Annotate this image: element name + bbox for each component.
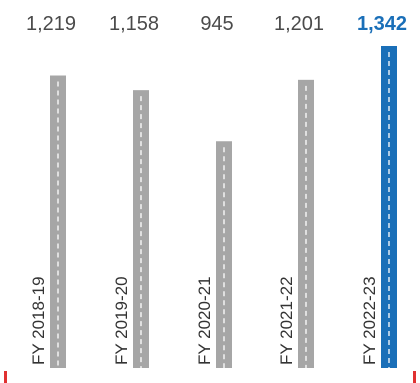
bar bbox=[133, 90, 149, 368]
bars bbox=[50, 46, 397, 368]
value-label: 1,342 bbox=[357, 13, 407, 35]
bar bbox=[216, 141, 232, 368]
value-label: 945 bbox=[200, 13, 233, 35]
edge-marker-left bbox=[4, 371, 7, 383]
value-labels: 1,219 1,158 945 1,201 1,342 bbox=[26, 13, 407, 35]
category-label: FY 2018-19 bbox=[29, 276, 48, 365]
value-label: 1,201 bbox=[274, 13, 324, 35]
category-labels: FY 2018-19 FY 2019-20 FY 2020-21 FY 2021-22… bbox=[29, 276, 379, 365]
edge-markers bbox=[4, 371, 416, 383]
edge-marker-right bbox=[413, 371, 416, 383]
category-label: FY 2022-23 bbox=[360, 276, 379, 365]
category-label: FY 2021-22 bbox=[277, 276, 296, 365]
value-label: 1,158 bbox=[109, 13, 159, 35]
category-label: FY 2019-20 bbox=[112, 276, 131, 365]
bar bbox=[50, 75, 66, 368]
value-label: 1,219 bbox=[26, 13, 76, 35]
category-label: FY 2020-21 bbox=[195, 276, 214, 365]
